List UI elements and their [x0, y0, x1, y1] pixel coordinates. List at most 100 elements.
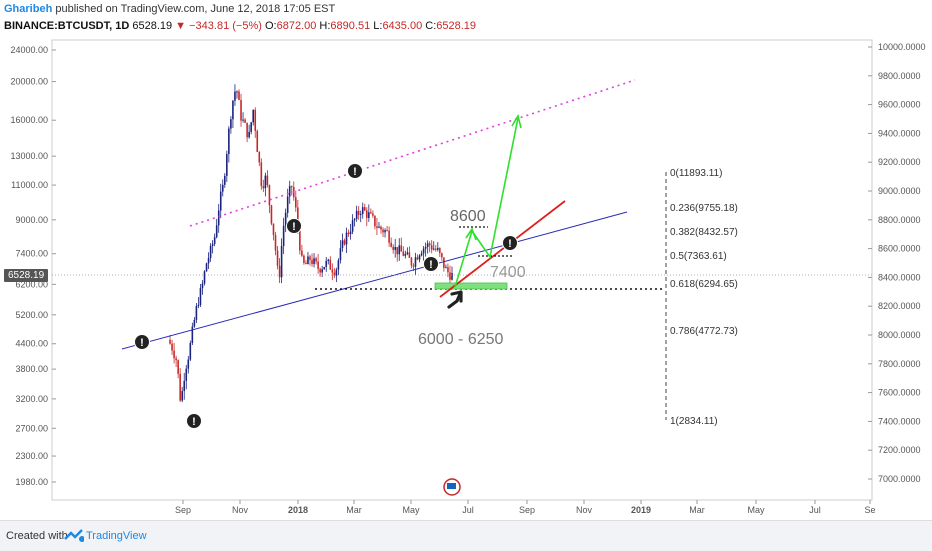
alert-marker-icon: [423, 256, 439, 272]
candle-body: [380, 226, 382, 230]
red-trend-line: [439, 200, 566, 298]
price-chart[interactable]: 8600 7400 6000 - 6250 24000.00 20000.00 1600…: [0, 0, 932, 520]
candle-body: [343, 240, 346, 245]
plot-frame: [51, 39, 873, 501]
tradingview-brand[interactable]: TradingView: [86, 530, 147, 542]
right-tick-label: 8600.0000: [878, 244, 921, 254]
candle-body: [406, 252, 409, 254]
candle-body: [278, 265, 281, 278]
candle-body: [321, 269, 323, 273]
fib-level-label: 0.786(4772.73): [670, 326, 738, 337]
author-link[interactable]: Gharibeh: [4, 3, 53, 15]
fib-level-label: 0.236(9755.18): [670, 203, 738, 214]
fib-level-label: 1(2834.11): [670, 416, 718, 427]
candle-body: [244, 119, 246, 123]
candle-body: [203, 271, 206, 284]
candle-body: [303, 255, 305, 263]
candle-body: [189, 342, 192, 360]
candle-body: [349, 231, 352, 235]
candle-body: [276, 250, 279, 266]
candle-body: [317, 261, 319, 269]
candle-body: [443, 257, 445, 268]
x-tick-label: Mar: [346, 505, 362, 515]
candle-body: [368, 212, 370, 218]
candle-body: [396, 247, 399, 255]
left-tick-label: 1980.00: [15, 477, 48, 487]
right-tick-label: 7600.0000: [878, 388, 921, 398]
candle-body: [370, 212, 372, 214]
candle-body: [288, 186, 291, 197]
alert-marker-icon: [134, 334, 150, 350]
candle-body: [234, 91, 236, 101]
candle-body: [315, 258, 317, 262]
low-label: L:: [373, 20, 383, 32]
resistance-trendline: [189, 79, 636, 227]
left-tick-label: 20000.00: [10, 77, 48, 87]
right-tick-label: 8800.0000: [878, 215, 921, 225]
alert-marker-glyph: !: [192, 416, 196, 428]
candle-body: [270, 205, 273, 224]
buy-zone-label: 6000 - 6250: [418, 331, 504, 348]
candle-body: [426, 243, 429, 248]
candle-body: [250, 122, 252, 132]
right-tick-label: 9000.0000: [878, 186, 921, 196]
candle-body: [295, 197, 297, 208]
candle-body: [305, 262, 307, 265]
candle-body: [238, 91, 240, 100]
candle-body: [183, 380, 186, 392]
candle-body: [197, 304, 200, 307]
candle-body: [264, 175, 267, 189]
candle-body: [252, 109, 254, 123]
candle-body: [414, 257, 417, 267]
candle-body: [359, 213, 362, 215]
candle-body: [366, 210, 368, 218]
candle-body: [345, 232, 348, 245]
candle-body: [258, 151, 261, 163]
candle-body: [392, 246, 394, 250]
candle-body: [323, 267, 325, 270]
left-tick-label: 11000.00: [11, 180, 48, 190]
candle-body: [390, 242, 392, 247]
candle-body: [205, 263, 208, 272]
candle-body: [447, 267, 449, 273]
tradingview-logo-icon: [64, 529, 84, 542]
candle-body: [290, 186, 293, 188]
candle-body: [266, 175, 269, 186]
close-label: C:: [425, 20, 437, 32]
candle-body: [299, 227, 301, 251]
last-price: 6528.19: [132, 20, 173, 32]
low-value: 6435.00: [382, 20, 423, 32]
open-value: 6872.00: [276, 20, 317, 32]
publish-line: Gharibeh published on TradingView.com, J…: [4, 3, 335, 15]
candle-body: [424, 247, 427, 249]
candle-body: [384, 230, 386, 233]
candle-body: [331, 269, 334, 273]
candle-body: [382, 229, 384, 233]
candle-body: [307, 256, 309, 265]
right-tick-label: 8400.0000: [878, 272, 921, 282]
candle-body: [329, 259, 332, 270]
candle-body: [420, 253, 423, 256]
fib-level-label: 0(11893.11): [670, 168, 722, 179]
candle-body: [232, 100, 234, 120]
last-price-badge: 6528.19: [4, 269, 49, 282]
left-tick-label: 7400.00: [15, 249, 48, 259]
candle-body: [256, 130, 259, 152]
candle-body: [217, 210, 220, 226]
left-tick-label: 4400.00: [15, 339, 48, 349]
candle-body: [262, 186, 265, 189]
left-tick-label: 9000.00: [15, 215, 48, 225]
left-tick-label: 16000.00: [10, 115, 48, 125]
right-tick-label: 7200.0000: [878, 445, 921, 455]
alert-marker-icon: [347, 163, 363, 179]
candle-body: [410, 257, 413, 266]
candle-body: [224, 175, 226, 185]
candle-body: [236, 91, 238, 93]
candle-body: [228, 128, 230, 155]
candle-body: [248, 131, 250, 138]
candle-body: [301, 250, 303, 256]
alert-marker-glyph: !: [140, 337, 144, 349]
candle-body: [199, 288, 202, 305]
candle-body: [430, 245, 433, 250]
candle-body: [297, 207, 299, 228]
